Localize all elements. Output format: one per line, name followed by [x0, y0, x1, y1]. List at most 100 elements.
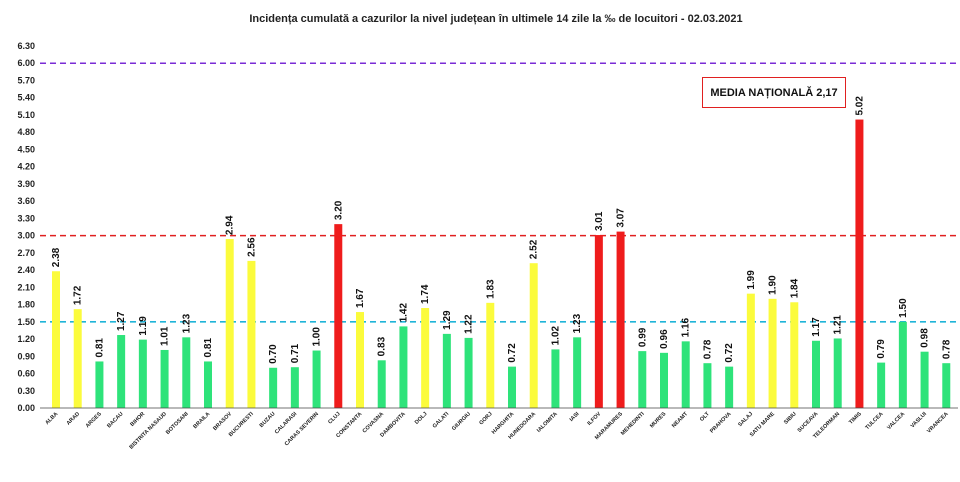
bar [225, 239, 234, 408]
bar [204, 361, 212, 408]
value-label: 1.90 [768, 275, 779, 295]
value-label: 0.81 [94, 338, 105, 358]
x-tick-label: VASLUI [910, 411, 929, 430]
y-tick-label: 6.30 [17, 41, 35, 51]
x-tick-label: TIMIS [848, 411, 863, 426]
x-tick-label: BRASOV [212, 411, 233, 432]
bar [117, 335, 126, 408]
x-tick-label: MEHEDINTI [620, 411, 646, 437]
x-tick-label: SUCEAVA [797, 411, 820, 434]
value-label: 1.02 [550, 325, 561, 345]
y-tick-label: 2.10 [17, 282, 35, 292]
bar [52, 271, 60, 408]
value-label: 1.21 [833, 315, 844, 335]
x-tick-label: MURES [649, 411, 668, 430]
value-label: 1.72 [73, 285, 84, 305]
x-tick-label: SALAJ [737, 411, 754, 428]
value-label: 2.56 [246, 237, 257, 257]
x-tick-label: IALOMITA [536, 411, 559, 434]
bar [508, 366, 516, 408]
value-label: 0.70 [268, 344, 279, 364]
bar [334, 224, 343, 408]
x-tick-label: SIBIU [783, 411, 798, 426]
x-tick-label: BIHOR [129, 411, 146, 428]
bar [703, 363, 712, 408]
x-tick-label: BISTRITA NASAUD [129, 411, 168, 450]
x-tick-label: ALBA [44, 411, 59, 426]
bar [399, 326, 408, 408]
value-label: 0.72 [724, 343, 735, 363]
value-label: 1.67 [355, 288, 366, 308]
bar [73, 309, 82, 408]
x-tick-label: VRANCEA [926, 411, 949, 434]
x-tick-label: GIURGIU [451, 411, 472, 432]
bars [52, 119, 951, 409]
value-labels: 2.38 1.72 0.81 1.27 1.19 1.01 1.23 0.81 2.94 2.56… [51, 96, 952, 364]
x-tick-label: PRAHOVA [709, 411, 732, 434]
value-label: 3.01 [594, 211, 605, 231]
y-tick-label: 0.60 [17, 369, 35, 379]
reference-lines [40, 62, 958, 323]
bar [95, 361, 104, 408]
bar [920, 351, 929, 408]
x-tick-label: VALCEA [886, 411, 906, 431]
x-tick-label: GORJ [478, 411, 493, 426]
bar [638, 351, 647, 408]
value-label: 1.84 [789, 278, 800, 298]
y-tick-label: 0.00 [17, 403, 35, 413]
x-tick-label: ARGES [85, 411, 103, 429]
bar [942, 363, 951, 408]
value-label: 2.94 [225, 215, 236, 235]
y-tick-label: 3.90 [17, 179, 35, 189]
y-tick-label: 4.20 [17, 162, 35, 172]
bar [573, 337, 582, 408]
bar [442, 333, 451, 408]
y-tick-label: 3.60 [17, 196, 35, 206]
x-tick-label: ARAD [66, 411, 81, 426]
value-label: 3.20 [333, 200, 344, 220]
bar [138, 339, 147, 408]
bar [247, 260, 256, 408]
value-label: 0.78 [941, 339, 952, 359]
bar [833, 338, 842, 408]
value-label: 0.98 [920, 328, 931, 348]
value-label: 0.71 [290, 343, 301, 363]
bar [356, 312, 364, 408]
value-label: 1.99 [746, 270, 757, 290]
value-label: 3.07 [616, 208, 627, 228]
bar [529, 263, 538, 408]
bar [768, 298, 777, 408]
x-tick-label: GALATI [432, 411, 451, 430]
value-label: 5.02 [854, 96, 865, 116]
y-tick-label: 2.70 [17, 248, 35, 258]
value-label: 0.99 [637, 327, 648, 347]
value-label: 0.96 [659, 329, 670, 349]
x-tick-label: BUZAU [259, 411, 277, 429]
y-tick-label: 2.40 [17, 265, 35, 275]
national-average-annotation: MEDIA NAȚIONALĂ 2,17 [702, 77, 846, 108]
x-tick-label: CLUJ [327, 411, 341, 425]
y-tick-label: 4.80 [17, 127, 35, 137]
x-tick-label: BOTOSANI [165, 411, 190, 436]
x-tick-label: BACAU [106, 411, 124, 429]
bar [812, 340, 820, 408]
bar [312, 350, 321, 408]
value-label: 1.42 [398, 303, 409, 323]
value-label: 1.19 [138, 316, 149, 336]
bar [182, 337, 191, 408]
bar [616, 231, 625, 408]
y-tick-label: 5.40 [17, 93, 35, 103]
bar [269, 367, 278, 408]
value-label: 1.22 [464, 314, 475, 334]
bar [855, 119, 864, 409]
y-tick-label: 0.30 [17, 386, 35, 396]
bar [898, 321, 907, 408]
value-label: 1.23 [572, 313, 583, 333]
value-label: 1.17 [811, 317, 822, 337]
bar [681, 341, 690, 408]
bar [160, 349, 169, 408]
value-label: 0.81 [203, 338, 214, 358]
x-tick-label: BRAILA [192, 411, 211, 430]
